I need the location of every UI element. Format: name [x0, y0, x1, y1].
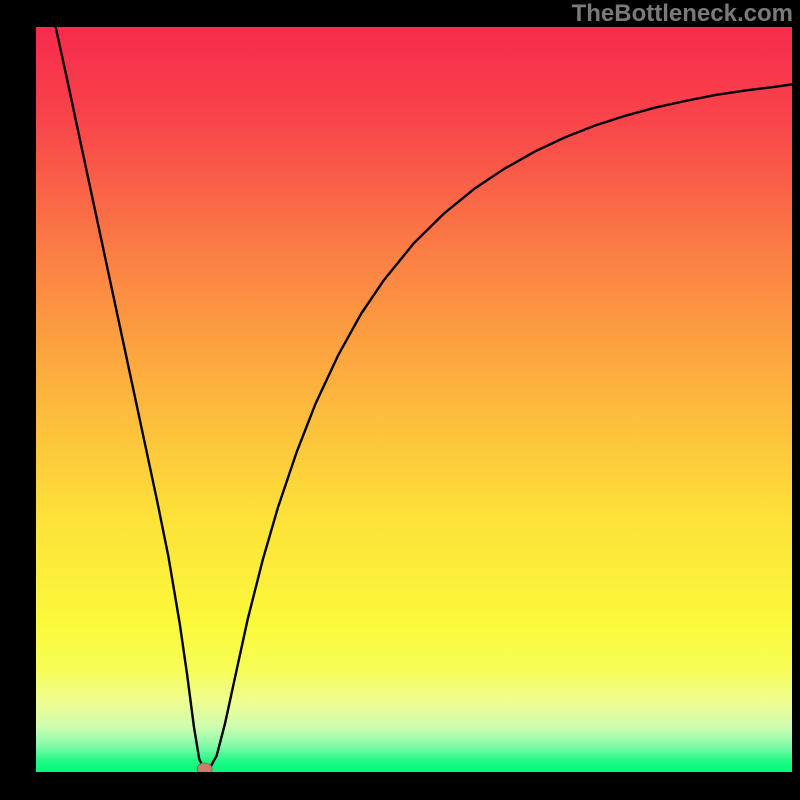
gradient-background [36, 27, 792, 772]
watermark-label: TheBottleneck.com [572, 0, 793, 28]
chart-frame: TheBottleneck.com [0, 0, 800, 800]
bottleneck-chart [36, 27, 792, 772]
optimal-point-marker [197, 763, 212, 772]
